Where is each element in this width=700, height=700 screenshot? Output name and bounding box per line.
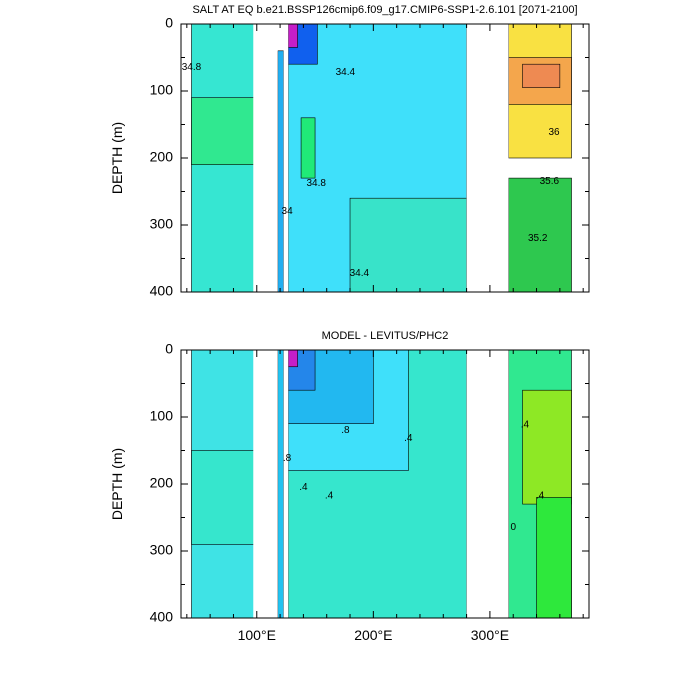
bottom-salinity-region <box>287 350 298 368</box>
top-contour-label: 35.2 <box>528 233 548 244</box>
top-ytick-label: 400 <box>150 283 174 299</box>
top-land-mask <box>253 24 278 292</box>
bottom-contour-label: .8 <box>341 425 350 436</box>
top-ytick-label: 0 <box>165 15 173 31</box>
bottom-ytick-label: 200 <box>150 475 174 491</box>
bottom-land-mask <box>253 350 278 618</box>
top-panel: SALT AT EQ b.e21.BSSP126cmip6.f09_g17.CM… <box>109 4 590 299</box>
bottom-contour-label: 0 <box>510 522 516 533</box>
bottom-ytick-label: 400 <box>150 609 174 625</box>
bottom-salinity-region <box>191 450 255 545</box>
bottom-xtick-label: 200°E <box>354 627 392 643</box>
top-ytick-label: 100 <box>150 82 174 98</box>
top-contour-label: 36 <box>548 127 560 138</box>
bottom-salinity-region <box>522 389 572 505</box>
bottom-contour-label: .4 <box>299 482 308 493</box>
bottom-plot-area: .8 .4 .8 .4 .4 .4 .4 0 <box>191 350 572 618</box>
top-salinity-region <box>508 177 572 292</box>
top-ytick-label: 300 <box>150 216 174 232</box>
bottom-land-mask <box>283 350 289 618</box>
bottom-panel-title: MODEL - LEVITUS/PHC2 <box>322 330 449 342</box>
top-contour-label: 34.8 <box>182 62 202 73</box>
bottom-xtick-label: 100°E <box>238 627 276 643</box>
bottom-xtick-label: 300°E <box>471 627 509 643</box>
top-salinity-region <box>277 50 284 292</box>
top-salinity-region <box>349 197 467 292</box>
top-ytick-label: 200 <box>150 149 174 165</box>
top-land-mask <box>283 24 289 292</box>
bottom-contour-label: .4 <box>521 420 530 431</box>
top-land-mask <box>466 24 509 292</box>
top-contour-label: 34.8 <box>306 178 326 189</box>
bottom-ytick-label: 300 <box>150 542 174 558</box>
top-salinity-region <box>191 97 255 165</box>
bottom-ytick-label: 0 <box>165 341 173 357</box>
bottom-ytick-label: 100 <box>150 408 174 424</box>
bottom-panel-ylabel: DEPTH (m) <box>109 448 125 520</box>
top-salinity-region <box>300 117 316 179</box>
bottom-axes: 0 100 200 300 400 100°E 200°E 300°E <box>150 341 590 643</box>
bottom-panel: MODEL - LEVITUS/PHC2 DEPTH (m) .8 .4 .8 .4.… <box>109 330 590 643</box>
top-panel-ylabel: DEPTH (m) <box>109 122 125 194</box>
bottom-contour-label: .4 <box>325 491 334 502</box>
top-contour-label: 34.4 <box>336 67 356 78</box>
top-plot-area: 34.8 34.4 34.8 34 34.4 36 35.6 35.2 <box>182 24 572 292</box>
bottom-contour-label: .4 <box>404 433 413 444</box>
top-salinity-region <box>522 63 561 88</box>
bottom-salinity-region <box>536 497 572 618</box>
top-axes: 0 100 200 300 400 <box>150 15 590 299</box>
top-contour-label: 34 <box>282 206 294 217</box>
top-salinity-region <box>287 24 298 48</box>
top-contour-label: 34.4 <box>350 268 370 279</box>
bottom-salinity-region <box>277 350 284 618</box>
bottom-contour-label: .4 <box>536 491 545 502</box>
top-contour-label: 35.6 <box>540 176 560 187</box>
bottom-contour-label: .8 <box>283 453 292 464</box>
bottom-land-mask <box>466 350 509 618</box>
top-panel-title: SALT AT EQ b.e21.BSSP126cmip6.f09_g17.CM… <box>192 4 577 16</box>
